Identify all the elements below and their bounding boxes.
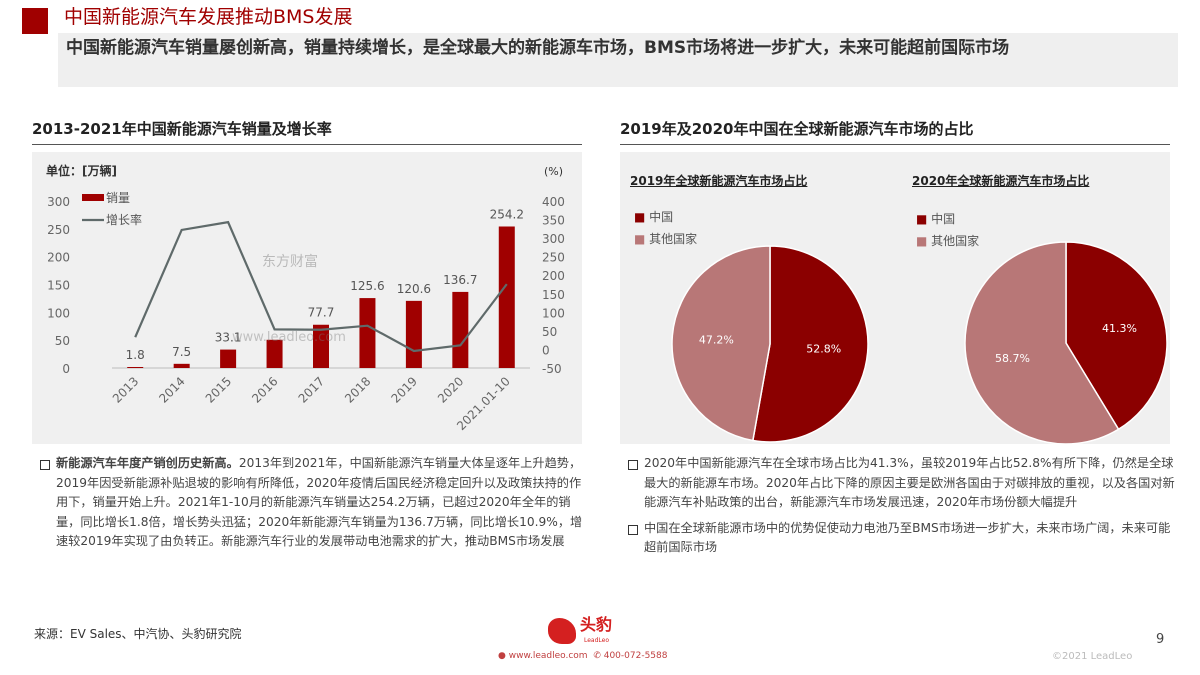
left-bullets: 新能源汽车年度产销创历史新高。2013年到2021年，中国新能源汽车销量大体呈逐… [38,454,583,558]
y-tick-label: 100 [47,306,70,320]
legend-label: 中国 [649,210,674,224]
pie-2020: 41.3% 58.7% [964,241,1168,445]
left-section-title: 2013-2021年中国新能源汽车销量及增长率 [32,118,582,145]
y-tick-label: 200 [47,251,70,265]
pie-2019-legend-china: ■ 中国 [634,210,674,224]
title-marker [22,8,48,34]
leopard-logo-icon [548,618,576,644]
logo-subtext: LeadLeo [584,637,610,644]
left-axis-unit: 单位：[万辆] [46,163,117,178]
y2-tick-label: 100 [542,306,565,320]
pie-2020-title: 2020年全球新能源汽车市场占比 [912,174,1090,188]
bar-value-label: 125.6 [350,279,384,293]
logo-text: 头豹 [580,615,613,634]
pie-value-label: 47.2% [699,333,734,346]
bar-2015 [220,349,237,368]
bar-value-label: 7.5 [172,345,191,359]
bar-value-label: 77.7 [308,306,335,320]
bar-2014 [173,363,190,368]
x-tick-label: 2016 [249,374,280,405]
bar-line-chart-panel: 单位：[万辆] (%) 0 50 100 150 200 250 300 -50 0 50 100 150… [32,152,582,444]
y-tick-label: 50 [55,334,70,348]
pie-value-label: 52.8% [806,343,841,356]
y-tick-label: 250 [47,223,70,237]
footer-contact: ● www.leadleo.com ✆ 400-072-5588 [498,651,667,662]
y2-tick-label: 0 [542,343,550,357]
y2-tick-label: 400 [542,195,565,209]
x-tick-label: 2015 [203,374,234,405]
bar-2018 [359,298,376,368]
y-tick-label: 300 [47,195,70,209]
bar-2020 [452,291,469,368]
pie-2019-legend-other: ■ 其他国家 [634,232,698,246]
watermark-cn: 东方财富 [262,254,318,270]
page-title: 中国新能源汽车发展推动BMS发展 [64,6,353,28]
y2-tick-label: 200 [542,269,565,283]
x-tick-label: 2020 [435,374,466,405]
y2-tick-label: 350 [542,214,565,228]
phone-icon: ✆ [593,651,604,661]
bullet-text: 2013年到2021年，中国新能源汽车销量大体呈逐年上升趋势，2019年因受新能… [56,456,583,548]
pie-slice-其他国家 [964,241,1120,445]
bar-2017 [313,324,329,368]
watermark-url: www.leadleo.com [232,330,346,345]
bar-2019 [405,300,422,368]
bar-2013 [127,366,144,368]
bar-2021.01-10 [498,226,515,368]
bar-value-label: 120.6 [397,282,431,296]
x-tick-label: 2017 [296,374,327,405]
bullet-item: 新能源汽车年度产销创历史新高。2013年到2021年，中国新能源汽车销量大体呈逐… [38,454,583,552]
pie-2020-legend-china: ■ 中国 [916,212,956,226]
right-section-title: 2019年及2020年中国在全球新能源汽车市场的占比 [620,118,1170,145]
y2-tick-label: 150 [542,288,565,302]
y-tick-label: 0 [62,362,70,376]
phone-number: 400-072-5588 [603,651,668,661]
source-note: 来源：EV Sales、中汽协、头豹研究院 [34,627,242,641]
y2-tick-label: 300 [542,232,565,246]
pie-value-label: 41.3% [1102,322,1137,335]
bullet-bold: 新能源汽车年度产销创历史新高。 [56,456,239,470]
x-tick-label: 2018 [342,374,373,405]
bar-2016 [266,339,283,368]
legend-label: 其他国家 [649,232,698,246]
y2-tick-label: 50 [542,325,557,339]
y2-tick-label: -50 [542,362,562,376]
bar-value-label: 136.7 [443,273,477,287]
legend-label: 其他国家 [931,234,980,248]
right-bullets: 2020年中国新能源汽车在全球市场占比为41.3%，虽较2019年占比52.8%… [626,454,1176,564]
x-tick-label: 2019 [389,374,420,405]
legend-line-label: 增长率 [106,212,142,227]
pie-slice-中国 [1065,241,1168,431]
pie-2019: 52.8% 47.2% [671,245,869,443]
pie-2019-title: 2019年全球新能源汽车市场占比 [630,174,808,188]
page-subtitle: 中国新能源汽车销量屡创新高，销量持续增长，是全球最大的新能源车市场，BMS市场将… [58,33,1178,87]
pie-slice-中国 [751,245,869,443]
pie-charts-panel: 2019年全球新能源汽车市场占比 2020年全球新能源汽车市场占比 ■ 中国 ■… [620,152,1170,445]
bullet-item: 中国在全球新能源市场中的优势促使动力电池乃至BMS市场进一步扩大，未来市场广阔，… [626,519,1176,558]
pie-value-label: 58.7% [995,352,1030,365]
legend-bar-label: 销量 [106,191,130,205]
pie-slice-其他国家 [671,245,771,442]
website-link[interactable]: www.leadleo.com [508,651,588,661]
page-number: 9 [1156,632,1165,647]
legend-bar-swatch [82,194,104,201]
bar-value-label: 1.8 [126,348,145,362]
copyright: ©2021 LeadLeo [1052,651,1133,662]
bullet-item: 2020年中国新能源汽车在全球市场占比为41.3%，虽较2019年占比52.8%… [626,454,1176,513]
globe-icon: ● [498,651,509,661]
legend-label: 中国 [931,212,956,226]
bar-line-chart: 单位：[万辆] (%) 0 50 100 150 200 250 300 -50 0 50 100 150… [46,163,565,433]
pie-2020-legend-other: ■ 其他国家 [916,234,980,248]
y-tick-label: 150 [47,279,70,293]
x-tick-label: 2013 [110,374,141,405]
y2-tick-label: 250 [542,251,565,265]
bar-value-label: 33.1 [215,331,242,345]
x-tick-label: 2014 [156,374,187,405]
bar-value-label: 254.2 [490,207,524,221]
right-axis-unit: (%) [544,165,563,178]
